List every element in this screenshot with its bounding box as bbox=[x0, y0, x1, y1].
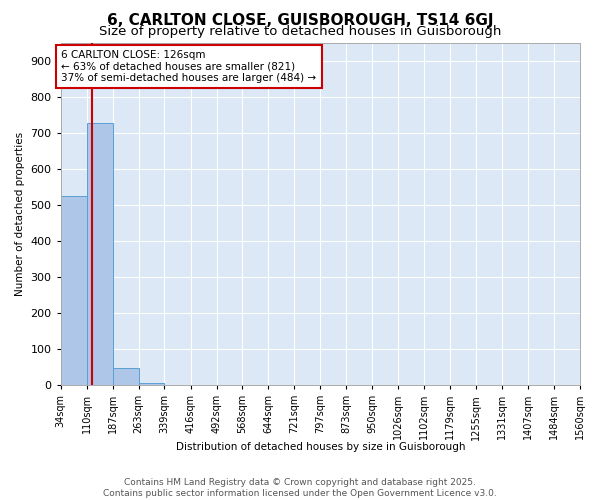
Bar bbox=[139, 382, 164, 385]
Bar bbox=[113, 368, 139, 385]
Bar bbox=[61, 196, 86, 385]
Text: Size of property relative to detached houses in Guisborough: Size of property relative to detached ho… bbox=[99, 25, 501, 38]
Text: 6 CARLTON CLOSE: 126sqm
← 63% of detached houses are smaller (821)
37% of semi-d: 6 CARLTON CLOSE: 126sqm ← 63% of detache… bbox=[61, 50, 317, 83]
Bar bbox=[86, 123, 113, 385]
X-axis label: Distribution of detached houses by size in Guisborough: Distribution of detached houses by size … bbox=[176, 442, 465, 452]
Y-axis label: Number of detached properties: Number of detached properties bbox=[15, 132, 25, 296]
Text: 6, CARLTON CLOSE, GUISBOROUGH, TS14 6GJ: 6, CARLTON CLOSE, GUISBOROUGH, TS14 6GJ bbox=[107, 12, 493, 28]
Text: Contains HM Land Registry data © Crown copyright and database right 2025.
Contai: Contains HM Land Registry data © Crown c… bbox=[103, 478, 497, 498]
